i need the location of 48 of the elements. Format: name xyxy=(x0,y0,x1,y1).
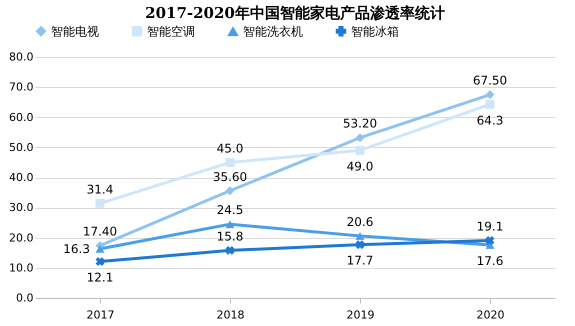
data-label: 17.6 xyxy=(476,254,504,268)
legend-label: 智能电视 xyxy=(51,24,99,38)
point xyxy=(226,220,234,228)
x-tick-label: 2020 xyxy=(476,308,504,322)
x-tick-label: 2019 xyxy=(346,308,374,322)
data-label: 64.3 xyxy=(476,113,504,128)
legend-label: 智能冰箱 xyxy=(351,24,399,38)
point xyxy=(486,90,494,100)
data-label: 20.6 xyxy=(346,214,374,229)
point xyxy=(96,257,104,266)
y-tick-label: 30.0 xyxy=(9,201,34,214)
data-label: 16.3 xyxy=(63,242,90,256)
point xyxy=(96,245,104,253)
x-tick-label: 2018 xyxy=(216,308,244,322)
point xyxy=(356,146,364,155)
point xyxy=(226,158,234,167)
data-label: 17.40 xyxy=(82,224,118,239)
y-tick-label: 40.0 xyxy=(9,171,34,184)
data-label: 19.1 xyxy=(476,219,504,234)
data-label: 35.60 xyxy=(212,170,248,184)
data-label: 67.50 xyxy=(472,74,508,88)
point xyxy=(226,246,234,255)
data-label: 31.4 xyxy=(86,182,114,196)
y-tick-label: 20.0 xyxy=(9,231,34,244)
point xyxy=(356,240,364,250)
y-tick-label: 70.0 xyxy=(9,80,34,94)
legend-label: 智能洗衣机 xyxy=(243,24,303,39)
chart-title: 2017-2020年中国智能家电产品渗透率统计 xyxy=(145,4,445,22)
y-tick-label: 10.0 xyxy=(9,261,34,274)
y-tick-label: 60.0 xyxy=(9,110,34,124)
data-label: 12.1 xyxy=(86,270,114,285)
y-tick-label: 50.0 xyxy=(9,140,34,154)
y-tick-label: 0.0 xyxy=(16,292,34,304)
x-tick-label: 2017 xyxy=(86,308,114,322)
data-label: 24.5 xyxy=(216,203,244,218)
point xyxy=(486,100,494,109)
data-label: 15.8 xyxy=(216,229,244,244)
point xyxy=(96,198,104,208)
data-label: 17.7 xyxy=(346,254,374,268)
point xyxy=(486,236,494,245)
point xyxy=(356,133,364,142)
data-label: 53.20 xyxy=(342,116,378,131)
data-label: 49.0 xyxy=(346,159,374,174)
data-label: 45.0 xyxy=(216,141,244,156)
y-tick-label: 80.0 xyxy=(9,50,34,64)
legend-label: 智能空调 xyxy=(147,24,195,38)
point xyxy=(226,186,234,196)
point xyxy=(356,232,364,240)
